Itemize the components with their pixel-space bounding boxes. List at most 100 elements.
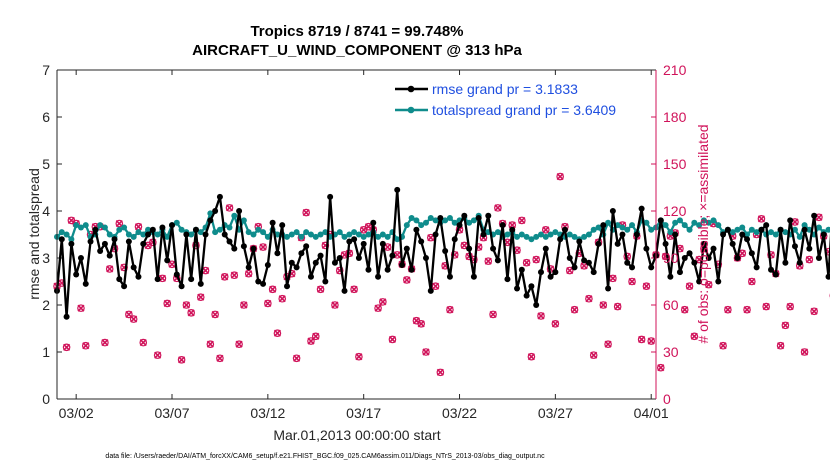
rmse-point bbox=[408, 266, 415, 273]
obs-assimilated-marker bbox=[523, 259, 531, 267]
rmse-point bbox=[576, 238, 583, 245]
rmse-point bbox=[739, 231, 746, 238]
rmse-point bbox=[705, 255, 712, 261]
rmse-point bbox=[336, 255, 343, 261]
totalspread-point bbox=[518, 231, 525, 238]
obs-possible-marker bbox=[311, 332, 320, 341]
rmse-point bbox=[662, 240, 669, 247]
totalspread-point bbox=[68, 236, 75, 243]
obs-assimilated-marker bbox=[566, 266, 574, 275]
rmse-point bbox=[303, 243, 310, 250]
plot-area bbox=[53, 172, 830, 377]
rmse-point bbox=[691, 259, 698, 266]
rmse-point bbox=[250, 245, 257, 252]
obs-assimilated-marker bbox=[446, 306, 454, 314]
rmse-point bbox=[442, 247, 449, 254]
x-axis-label: Mar.01,2013 00:00:00 start bbox=[273, 427, 440, 443]
rmse-point bbox=[681, 255, 688, 261]
obs-possible-marker bbox=[656, 363, 665, 372]
totalspread-point bbox=[125, 231, 132, 238]
rmse-point bbox=[197, 280, 204, 287]
obs-assimilated-marker bbox=[432, 282, 440, 290]
obs-assimilated-marker bbox=[355, 353, 363, 361]
y-axis-label-right: # of obs: o=possible; ×=assimilated bbox=[695, 124, 711, 343]
rmse-point bbox=[173, 271, 180, 278]
rmse-point bbox=[360, 240, 367, 247]
rmse-point bbox=[269, 219, 276, 226]
rmse-point bbox=[399, 262, 406, 269]
y-tick-label-right: 120 bbox=[663, 203, 687, 219]
rmse-point bbox=[600, 222, 607, 229]
rmse-point bbox=[73, 271, 80, 278]
obs-assimilated-marker bbox=[388, 335, 397, 344]
rmse-point bbox=[212, 208, 219, 214]
obs-assimilated-marker bbox=[460, 241, 468, 250]
obs-assimilated-marker bbox=[206, 340, 214, 348]
obs-possible-marker bbox=[331, 301, 339, 309]
rmse-point bbox=[782, 259, 789, 266]
obs-possible-marker bbox=[220, 272, 229, 281]
obs-assimilated-marker bbox=[154, 351, 162, 359]
totalspread-point bbox=[523, 233, 530, 240]
obs-possible-marker bbox=[196, 293, 205, 301]
totalspread-point bbox=[662, 222, 669, 229]
rmse-point bbox=[777, 226, 784, 233]
obs-assimilated-marker bbox=[599, 301, 607, 309]
rmse-point bbox=[633, 231, 640, 238]
obs-assimilated-marker bbox=[225, 204, 234, 212]
obs-possible-marker bbox=[211, 310, 219, 319]
obs-possible-marker bbox=[518, 216, 526, 225]
totalspread-point bbox=[705, 219, 712, 226]
rmse-point bbox=[437, 215, 444, 222]
obs-assimilated-marker bbox=[800, 348, 809, 356]
obs-possible-marker bbox=[757, 215, 766, 223]
totalspread-point bbox=[130, 233, 137, 240]
totalspread-point bbox=[408, 215, 415, 222]
obs-assimilated-marker bbox=[259, 243, 267, 251]
rmse-point bbox=[806, 245, 813, 252]
totalspread-point bbox=[504, 231, 511, 238]
obs-assimilated-marker bbox=[537, 312, 545, 320]
y-tick-label-right: 210 bbox=[663, 62, 687, 78]
totalspread-point bbox=[260, 229, 267, 236]
totalspread-point bbox=[135, 229, 142, 236]
rmse-point bbox=[499, 222, 506, 229]
obs-possible-marker bbox=[153, 351, 162, 359]
totalspread-point bbox=[825, 226, 830, 233]
obs-possible-marker bbox=[350, 285, 358, 294]
totalspread-point bbox=[216, 226, 223, 233]
obs-assimilated-marker bbox=[551, 320, 559, 328]
rmse-point bbox=[561, 226, 568, 233]
obs-possible-marker bbox=[628, 277, 636, 286]
obs-possible-marker bbox=[431, 282, 440, 291]
rmse-point bbox=[676, 269, 683, 276]
totalspread-point bbox=[686, 226, 693, 233]
rmse-point bbox=[207, 217, 214, 224]
rmse-point bbox=[169, 222, 176, 229]
y-tick-label-left: 5 bbox=[42, 156, 50, 172]
rmse-point bbox=[375, 273, 382, 280]
totalspread-point bbox=[178, 226, 185, 233]
obs-assimilated-marker bbox=[182, 301, 190, 309]
obs-assimilated-marker bbox=[757, 215, 765, 223]
totalspread-point bbox=[351, 229, 358, 236]
rmse-point bbox=[605, 285, 612, 292]
obs-possible-marker bbox=[585, 294, 593, 303]
chart-subtitle: AIRCRAFT_U_WIND_COMPONENT @ 313 hPa bbox=[192, 42, 522, 59]
rmse-point bbox=[164, 257, 171, 264]
totalspread-point bbox=[768, 229, 775, 236]
obs-assimilated-marker bbox=[585, 295, 593, 303]
obs-possible-marker bbox=[556, 172, 564, 181]
totalspread-point bbox=[533, 233, 540, 240]
rmse-point bbox=[710, 245, 717, 252]
rmse-point bbox=[485, 212, 492, 219]
obs-assimilated-marker bbox=[331, 301, 339, 309]
rmse-point bbox=[638, 205, 645, 212]
obs-possible-marker bbox=[743, 305, 751, 314]
totalspread-point bbox=[696, 222, 703, 229]
obs-possible-marker bbox=[125, 310, 133, 319]
totalspread-point bbox=[748, 226, 755, 233]
rmse-point bbox=[279, 222, 286, 229]
rmse-point bbox=[221, 231, 228, 238]
obs-possible-marker bbox=[704, 280, 713, 289]
